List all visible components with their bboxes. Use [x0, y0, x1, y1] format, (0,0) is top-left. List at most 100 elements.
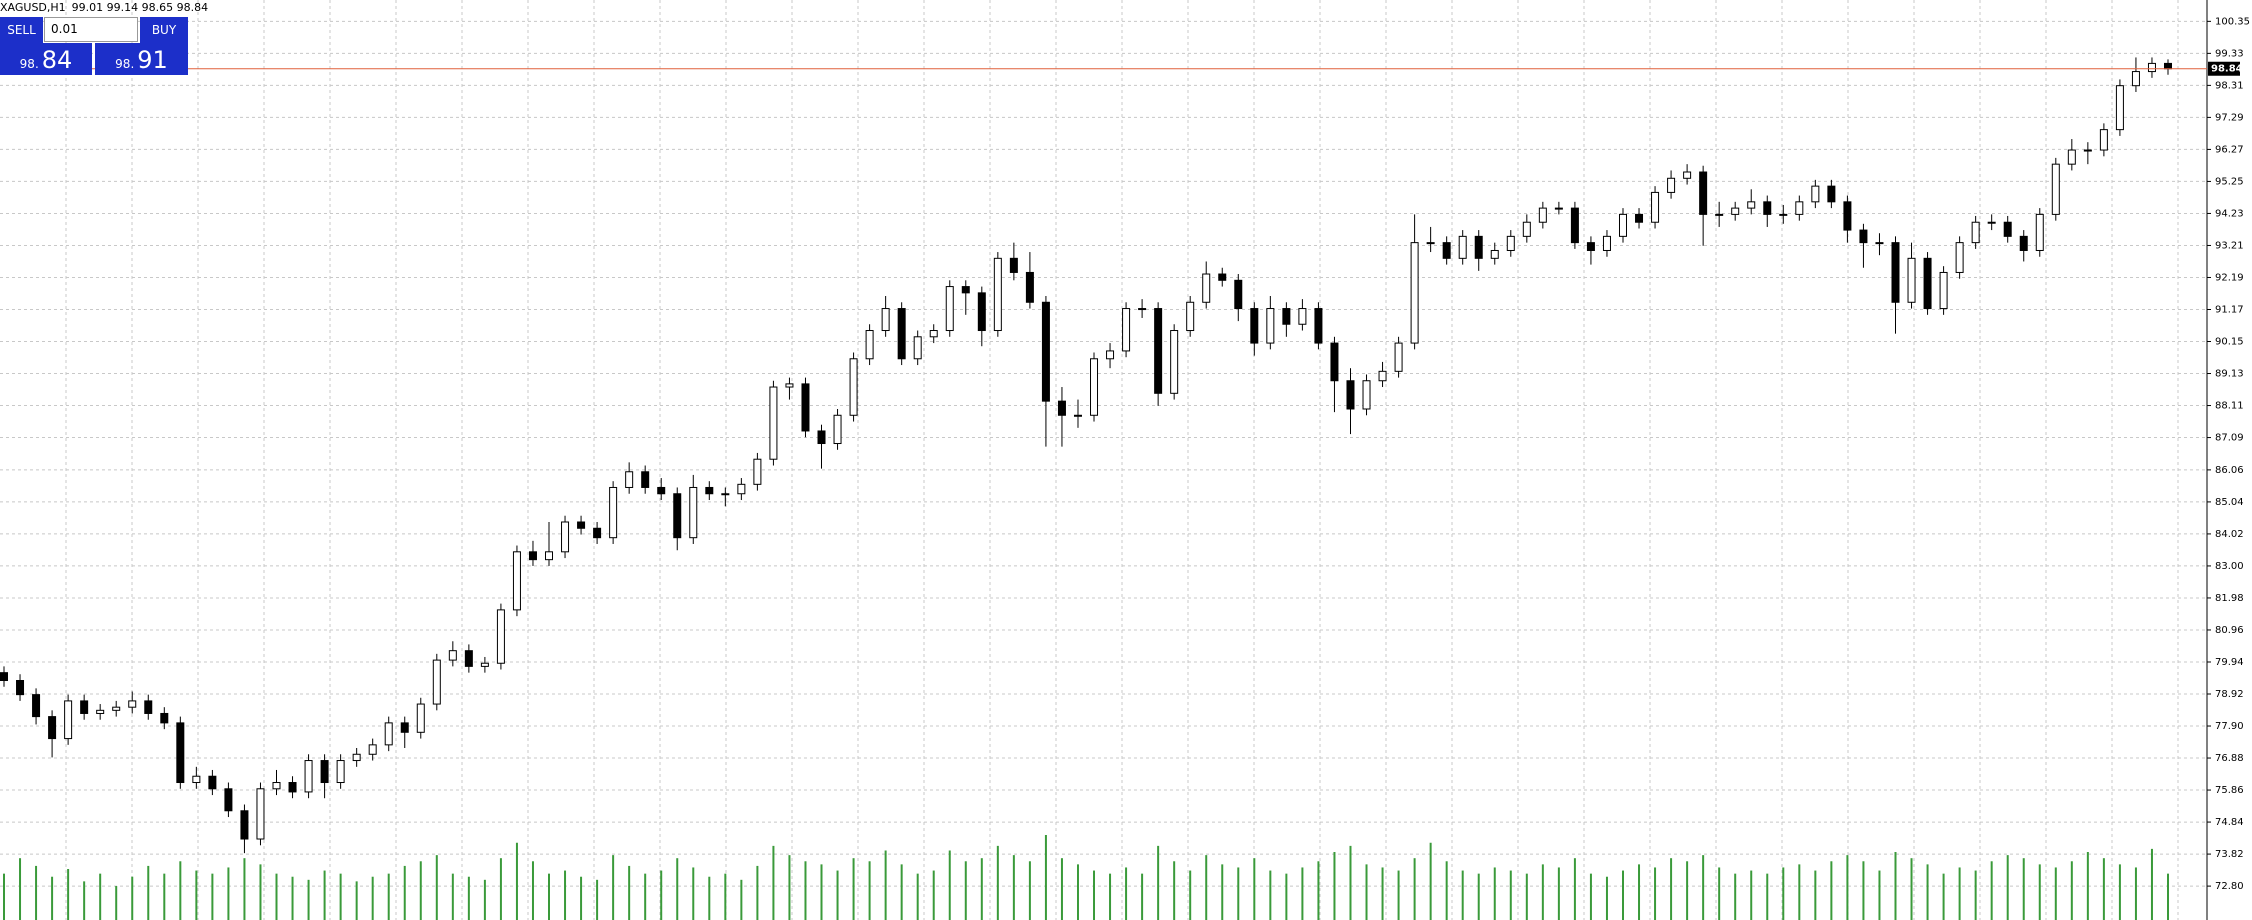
candle-body: [320, 760, 329, 784]
candle-body: [2115, 85, 2124, 131]
candle-body: [272, 782, 281, 790]
sell-button[interactable]: SELL: [0, 17, 43, 43]
candle-body: [705, 486, 714, 495]
sell-price-small: 84: [41, 46, 73, 74]
candle-body: [480, 662, 489, 667]
candle-body: [1763, 201, 1772, 215]
candle-body: [1250, 308, 1259, 344]
y-tick-label: 90.15: [2215, 337, 2244, 348]
buy-price-small: 91: [137, 46, 168, 74]
candle-body: [1041, 301, 1050, 402]
candle-body: [721, 493, 730, 496]
y-tick-label: 81.98: [2215, 593, 2244, 604]
y-tick-label: 74.84: [2215, 817, 2244, 828]
buy-button[interactable]: BUY: [140, 17, 188, 43]
candle-body: [1106, 350, 1115, 360]
lot-input[interactable]: 0.01: [44, 17, 138, 42]
candle-body: [1410, 242, 1419, 344]
y-tick-label: 92.19: [2215, 272, 2244, 283]
candle-body: [2051, 163, 2060, 215]
candle-body: [1186, 301, 1195, 332]
candle-body: [801, 383, 810, 432]
candle-body: [817, 430, 826, 445]
candle-body: [400, 722, 409, 733]
candle-body: [1859, 229, 1868, 244]
candle-body: [16, 680, 25, 696]
ohlc: 99.01 99.14 98.65 98.84: [71, 1, 209, 14]
candle-body: [256, 788, 265, 840]
candle-body: [993, 257, 1002, 332]
candle-body: [368, 744, 377, 755]
y-tick-label: 77.90: [2215, 721, 2244, 732]
candle-body: [1202, 273, 1211, 303]
candle-body: [897, 308, 906, 360]
candle-body: [1298, 308, 1307, 325]
candle-body: [1458, 235, 1467, 259]
candle-body: [1795, 201, 1804, 215]
candle-body: [432, 659, 441, 705]
sell-price[interactable]: 98. 84: [0, 43, 92, 75]
y-tick-label: 94.23: [2215, 208, 2244, 219]
candle-body: [1923, 257, 1932, 310]
candle-body: [609, 486, 618, 539]
candle-body: [336, 760, 345, 784]
candle-body: [961, 286, 970, 294]
candle-body: [2131, 71, 2140, 87]
candle-body: [625, 471, 634, 488]
candle-body: [833, 414, 842, 445]
candle-body: [128, 700, 137, 708]
buy-price[interactable]: 98. 91: [95, 43, 188, 75]
candle-body: [657, 486, 666, 495]
candle-body: [1154, 308, 1163, 394]
candle-body: [1506, 235, 1515, 251]
candle-body: [881, 308, 890, 332]
candle-body: [1955, 242, 1964, 273]
candle-body: [1266, 308, 1275, 344]
candle-body: [1602, 235, 1611, 251]
y-tick-label: 86.06: [2215, 465, 2244, 476]
candle-body: [1314, 308, 1323, 344]
candle-body: [32, 694, 41, 718]
candle-body: [496, 609, 505, 664]
candle-body: [416, 703, 425, 733]
candle-body: [96, 709, 105, 714]
candle-body: [2083, 149, 2092, 152]
candle-body: [785, 383, 794, 388]
candle-body: [1570, 207, 1579, 244]
candle-body: [1635, 213, 1644, 223]
candle-body: [48, 716, 57, 740]
candle-body: [2035, 213, 2044, 251]
y-tick-label: 85.04: [2215, 497, 2244, 508]
y-tick-label: 100.35: [2215, 16, 2250, 27]
y-tick-label: 97.29: [2215, 112, 2244, 123]
candle-body: [80, 700, 89, 714]
candle-body: [1346, 380, 1355, 410]
candle-body: [1090, 358, 1099, 416]
candle-body: [1138, 308, 1147, 311]
candle-body: [737, 483, 746, 495]
header: XAGUSD,H1 99.01 99.14 98.65 98.84: [0, 1, 214, 14]
buy-price-big: 98.: [115, 57, 135, 71]
y-tick-label: 75.86: [2215, 785, 2244, 796]
candle-body: [1987, 221, 1996, 224]
y-tick-label: 79.94: [2215, 657, 2244, 668]
candle-body: [1234, 279, 1243, 310]
candle-body: [208, 775, 217, 790]
candle-body: [1939, 271, 1948, 310]
candle-body: [2147, 62, 2156, 73]
y-tick-label: 95.25: [2215, 176, 2244, 187]
candle-body: [1025, 271, 1034, 303]
candle-body: [144, 700, 153, 714]
candle-body: [977, 292, 986, 332]
candle-body: [1843, 201, 1852, 231]
candle-body: [2019, 235, 2028, 251]
y-tick-label: 89.13: [2215, 369, 2244, 380]
candle-body: [1554, 207, 1563, 210]
candle-body: [1683, 171, 1692, 179]
candle-body: [689, 486, 698, 539]
candle-body: [0, 672, 8, 682]
candle-body: [753, 458, 762, 485]
price-label: 98.84: [2211, 64, 2243, 75]
